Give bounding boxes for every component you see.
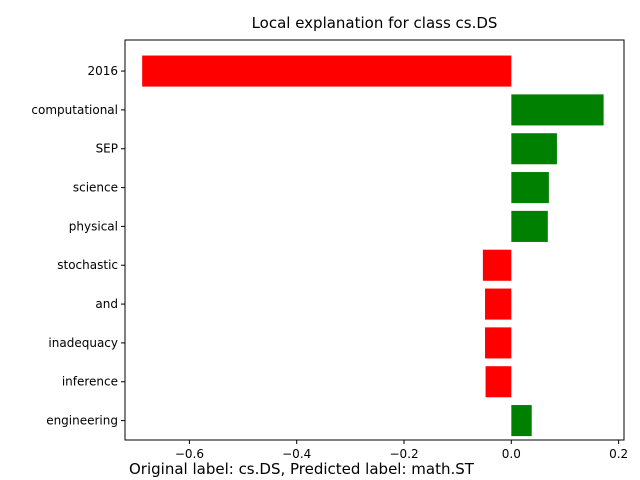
y-tick-label: SEP bbox=[96, 142, 118, 156]
x-tick-label: −0.2 bbox=[389, 447, 418, 461]
bar-2016 bbox=[142, 55, 512, 87]
x-axis: −0.6 −0.4 −0.2 0.0 0.2 bbox=[175, 440, 628, 461]
y-tick-label: engineering bbox=[46, 414, 118, 428]
x-tick-label: 0.0 bbox=[502, 447, 521, 461]
y-tick-label: inadequacy bbox=[48, 336, 118, 350]
bar-physical bbox=[511, 210, 548, 242]
y-tick-label: stochastic bbox=[57, 258, 118, 272]
y-tick-label: physical bbox=[69, 219, 118, 233]
bar-computational bbox=[511, 94, 604, 126]
bar-sep bbox=[511, 133, 557, 165]
y-tick-label: science bbox=[73, 181, 118, 195]
bar-stochastic bbox=[482, 249, 512, 281]
y-tick-label: inference bbox=[62, 375, 118, 389]
y-axis: 2016 computational SEP science physical stoch… bbox=[31, 64, 125, 428]
chart-title: Local explanation for class cs.DS bbox=[252, 14, 498, 32]
x-tick-label: −0.4 bbox=[282, 447, 311, 461]
x-tick-label: −0.6 bbox=[175, 447, 204, 461]
y-tick-label: 2016 bbox=[87, 64, 118, 78]
bar-and bbox=[485, 288, 512, 320]
bar-science bbox=[511, 172, 549, 204]
bar-inadequacy bbox=[485, 327, 512, 359]
bar-inference bbox=[485, 366, 512, 398]
bar-engineering bbox=[511, 405, 532, 437]
plot-frame bbox=[124, 39, 625, 441]
bars-group bbox=[142, 55, 604, 437]
x-tick-label: 0.2 bbox=[609, 447, 628, 461]
caption: Original label: cs.DS, Predicted label: … bbox=[129, 460, 474, 478]
y-tick-label: and bbox=[95, 297, 118, 311]
y-tick-label: computational bbox=[31, 103, 118, 117]
